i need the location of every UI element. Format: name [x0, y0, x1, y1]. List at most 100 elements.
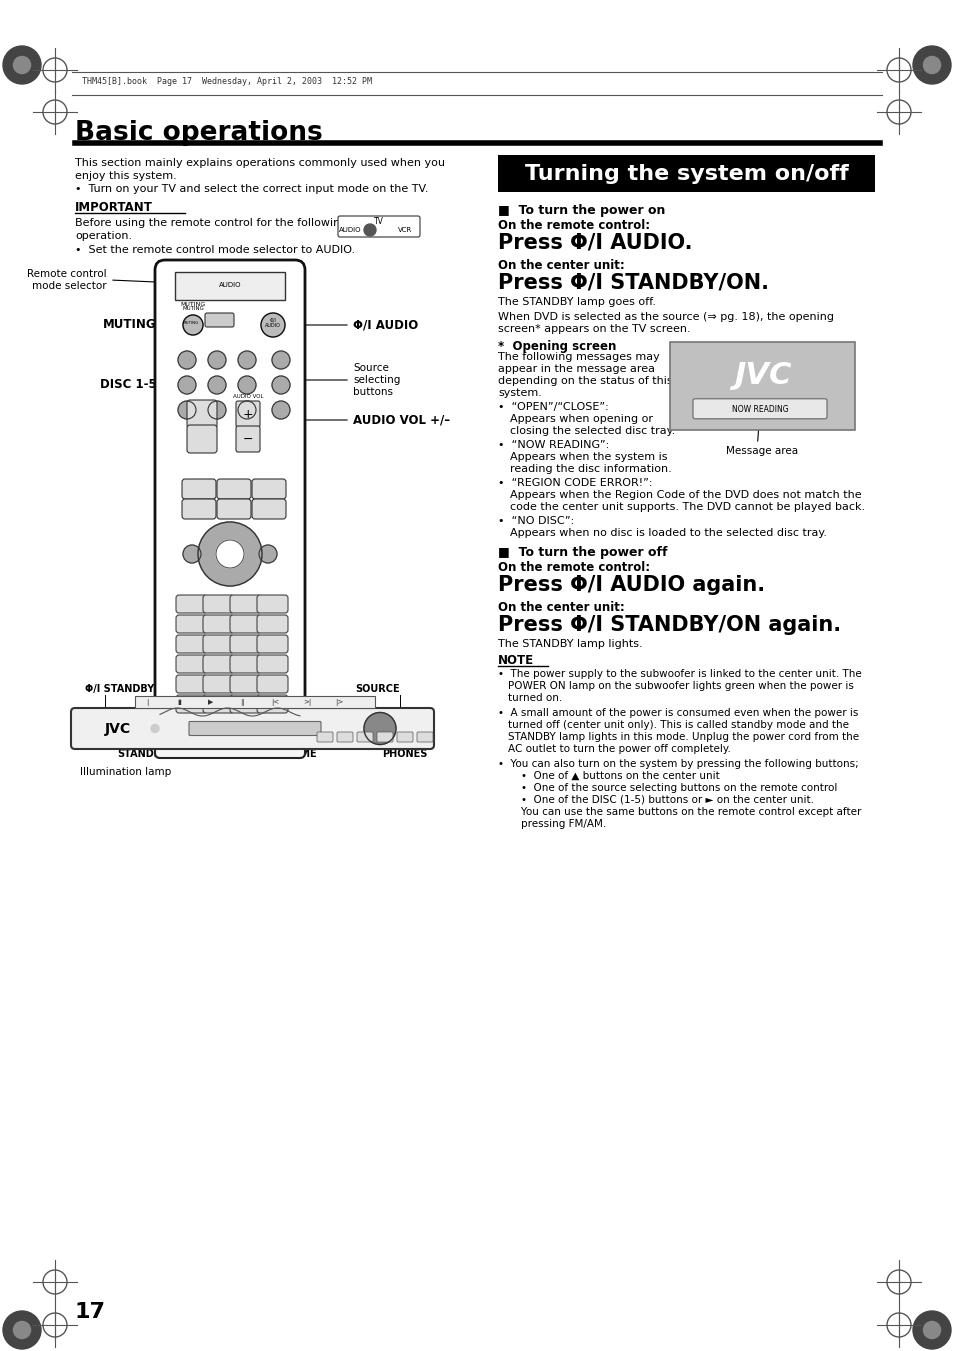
Text: Appears when the system is: Appears when the system is: [510, 453, 667, 462]
Text: The STANDBY lamp lights.: The STANDBY lamp lights.: [497, 639, 642, 648]
Text: ▶: ▶: [208, 698, 213, 705]
Text: appear in the message area: appear in the message area: [497, 363, 655, 374]
Text: NOTE: NOTE: [497, 654, 534, 667]
FancyBboxPatch shape: [216, 499, 251, 519]
Text: •  A small amount of the power is consumed even when the power is: • A small amount of the power is consume…: [497, 708, 858, 717]
FancyBboxPatch shape: [175, 615, 207, 634]
Text: THM45[B].book  Page 17  Wednesday, April 2, 2003  12:52 PM: THM45[B].book Page 17 Wednesday, April 2…: [82, 77, 372, 86]
Text: •  “NO DISC”:: • “NO DISC”:: [497, 516, 574, 526]
Text: •  One of the DISC (1-5) buttons or ► on the center unit.: • One of the DISC (1-5) buttons or ► on …: [507, 794, 813, 805]
FancyBboxPatch shape: [187, 400, 216, 428]
FancyBboxPatch shape: [175, 635, 207, 653]
FancyBboxPatch shape: [203, 694, 233, 713]
FancyBboxPatch shape: [337, 216, 419, 236]
Text: MUTING: MUTING: [183, 322, 199, 326]
FancyBboxPatch shape: [256, 635, 288, 653]
Text: |: |: [146, 698, 148, 705]
FancyBboxPatch shape: [235, 426, 260, 453]
FancyBboxPatch shape: [230, 615, 261, 634]
FancyBboxPatch shape: [175, 594, 207, 613]
Text: pressing FM/AM.: pressing FM/AM.: [507, 819, 605, 830]
Circle shape: [183, 315, 203, 335]
Text: system.: system.: [497, 388, 541, 399]
Circle shape: [3, 1310, 41, 1350]
Text: *  Opening screen: * Opening screen: [497, 340, 616, 353]
Text: |<: |<: [271, 698, 279, 705]
Text: ■  To turn the power on: ■ To turn the power on: [497, 204, 664, 218]
Text: STANDBY lamp lights in this mode. Unplug the power cord from the: STANDBY lamp lights in this mode. Unplug…: [507, 732, 859, 742]
Text: >|: >|: [302, 698, 311, 705]
FancyBboxPatch shape: [692, 399, 826, 419]
Text: −: −: [242, 432, 253, 446]
Text: Press Φ/I STANDBY/ON.: Press Φ/I STANDBY/ON.: [497, 273, 768, 293]
Text: Press Φ/I AUDIO again.: Press Φ/I AUDIO again.: [497, 576, 764, 594]
Text: AUDIO: AUDIO: [338, 227, 361, 232]
Text: •  “OPEN”/“CLOSE”:: • “OPEN”/“CLOSE”:: [497, 403, 608, 412]
Text: On the remote control:: On the remote control:: [497, 561, 649, 574]
FancyBboxPatch shape: [175, 694, 207, 713]
Text: JVC: JVC: [105, 721, 131, 735]
Circle shape: [923, 1321, 940, 1339]
Text: turned on.: turned on.: [507, 693, 561, 703]
FancyBboxPatch shape: [203, 615, 233, 634]
Text: •  “NOW READING”:: • “NOW READING”:: [497, 440, 609, 450]
Circle shape: [272, 401, 290, 419]
Circle shape: [364, 224, 375, 236]
FancyBboxPatch shape: [182, 480, 215, 499]
Text: code the center unit supports. The DVD cannot be played back.: code the center unit supports. The DVD c…: [510, 503, 864, 512]
FancyBboxPatch shape: [256, 655, 288, 673]
Text: This section mainly explains operations commonly used when you: This section mainly explains operations …: [75, 158, 444, 168]
Circle shape: [178, 401, 195, 419]
FancyBboxPatch shape: [189, 721, 320, 735]
Text: enjoy this system.: enjoy this system.: [75, 172, 176, 181]
Text: JVC: JVC: [733, 361, 790, 390]
FancyBboxPatch shape: [71, 708, 434, 748]
Text: +: +: [242, 408, 253, 420]
Text: •  You can also turn on the system by pressing the following buttons;: • You can also turn on the system by pre…: [497, 759, 858, 769]
Circle shape: [912, 46, 950, 84]
Text: POWER ON lamp on the subwoofer lights green when the power is: POWER ON lamp on the subwoofer lights gr…: [507, 681, 853, 690]
Circle shape: [13, 57, 30, 73]
Text: |>: |>: [335, 698, 343, 705]
Text: Before using the remote control for the following: Before using the remote control for the …: [75, 218, 347, 228]
FancyBboxPatch shape: [252, 480, 286, 499]
Text: AUDIO: AUDIO: [218, 282, 241, 288]
FancyBboxPatch shape: [203, 635, 233, 653]
Text: operation.: operation.: [75, 231, 132, 240]
Text: •  Turn on your TV and select the correct input mode on the TV.: • Turn on your TV and select the correct…: [75, 184, 428, 195]
FancyBboxPatch shape: [356, 732, 373, 742]
Text: When DVD is selected as the source (⇒ pg. 18), the opening: When DVD is selected as the source (⇒ pg…: [497, 312, 833, 322]
Text: The following messages may: The following messages may: [497, 353, 659, 362]
Text: Remote control
mode selector: Remote control mode selector: [28, 269, 107, 290]
FancyBboxPatch shape: [376, 732, 393, 742]
Text: screen* appears on the TV screen.: screen* appears on the TV screen.: [497, 324, 690, 334]
Text: On the remote control:: On the remote control:: [497, 219, 649, 232]
FancyBboxPatch shape: [182, 499, 215, 519]
FancyBboxPatch shape: [187, 426, 216, 453]
Text: 17: 17: [75, 1302, 106, 1323]
Text: MUTING: MUTING: [103, 319, 157, 331]
Text: Turning the system on/off: Turning the system on/off: [524, 163, 847, 184]
Circle shape: [923, 57, 940, 73]
Text: Appears when opening or: Appears when opening or: [510, 413, 652, 424]
Text: Φ/I STANDBY/ON: Φ/I STANDBY/ON: [85, 684, 174, 694]
FancyBboxPatch shape: [154, 259, 305, 730]
Circle shape: [198, 521, 262, 586]
FancyBboxPatch shape: [175, 676, 207, 693]
FancyBboxPatch shape: [252, 499, 286, 519]
Text: VOLUME: VOLUME: [272, 748, 317, 759]
Circle shape: [13, 1321, 30, 1339]
Text: DISC 1-5: DISC 1-5: [100, 378, 157, 392]
Circle shape: [237, 351, 255, 369]
Circle shape: [208, 351, 226, 369]
Text: Press Φ/I AUDIO.: Press Φ/I AUDIO.: [497, 232, 692, 253]
Text: closing the selected disc tray.: closing the selected disc tray.: [510, 426, 675, 436]
Text: turned off (center unit only). This is called standby mode and the: turned off (center unit only). This is c…: [507, 720, 848, 730]
FancyBboxPatch shape: [235, 401, 260, 427]
FancyBboxPatch shape: [203, 655, 233, 673]
Text: Φ/I
AUDIO: Φ/I AUDIO: [265, 317, 280, 328]
FancyBboxPatch shape: [416, 732, 433, 742]
Text: MUTING: MUTING: [180, 303, 206, 307]
Text: AC outlet to turn the power off completely.: AC outlet to turn the power off complete…: [507, 744, 730, 754]
FancyBboxPatch shape: [256, 676, 288, 693]
